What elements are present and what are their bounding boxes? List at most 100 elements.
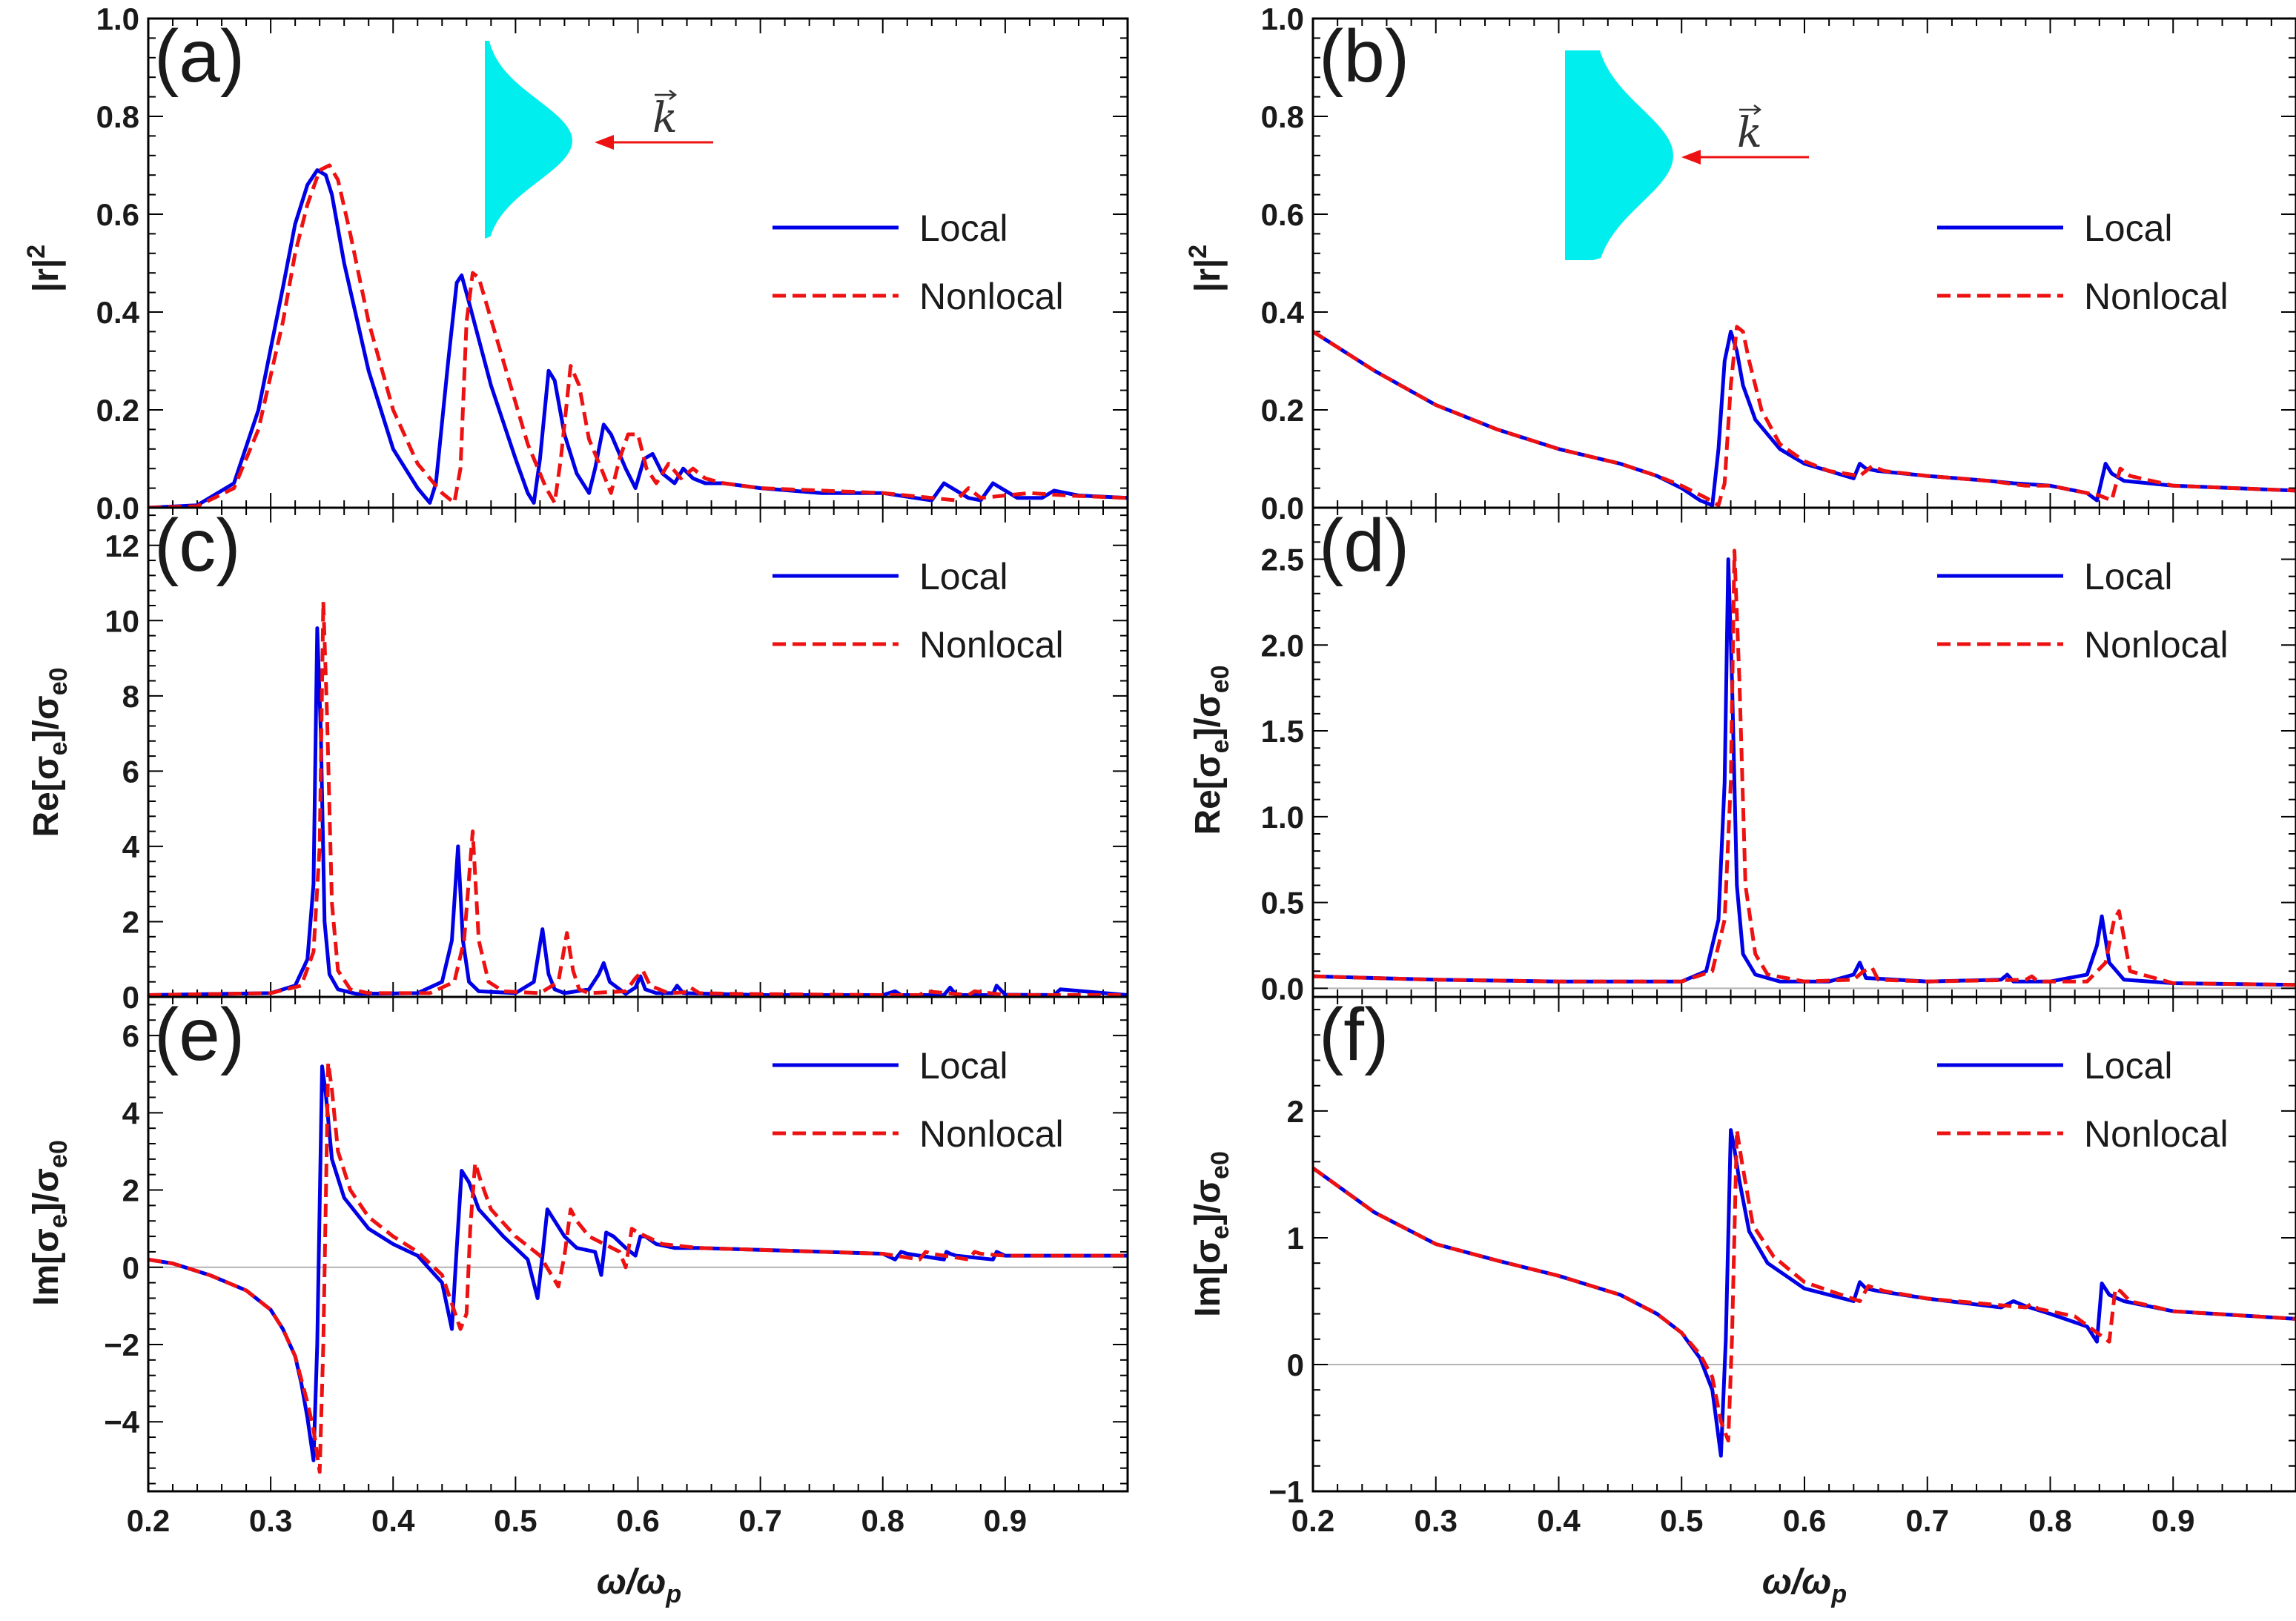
y-tick-label: 0.6 [1261, 197, 1304, 232]
text-part: e [1206, 739, 1234, 753]
y-tick-label: 1.0 [1261, 1, 1304, 36]
y-tick-label: 0.0 [1261, 971, 1304, 1006]
legend: Local Nonlocal [772, 1045, 1064, 1155]
series-nonlocal-line [1313, 325, 2296, 508]
text-part: e [1206, 1225, 1234, 1239]
x-tick-label: 0.5 [1660, 1503, 1703, 1538]
y-tick-label: 0.4 [1261, 295, 1305, 330]
y-tick-label: 4 [122, 829, 140, 864]
y-tick-label: −1 [1268, 1474, 1304, 1509]
legend-label-nonlocal: Nonlocal [919, 1113, 1064, 1155]
legend-label-local: Local [919, 556, 1008, 597]
ticks: −1 0 1 2 0.2 0.3 0.4 0.5 0.6 0.7 0.8 0.9 [1268, 997, 2296, 1538]
x-tick-label: 0.3 [249, 1503, 292, 1538]
y-tick-label: 0.0 [1261, 491, 1304, 526]
x-tick-label: 0.7 [1906, 1503, 1949, 1538]
y-tick-label: −4 [104, 1405, 140, 1439]
series-nonlocal-line [1313, 1128, 2296, 1443]
panel-label: (a) [154, 15, 245, 98]
series-nonlocal-line [148, 163, 1128, 508]
legend-label-nonlocal: Nonlocal [2084, 276, 2229, 317]
text-part: Re[σ [27, 755, 66, 837]
y-axis-title: |r|2 [22, 245, 66, 292]
panel-label: (c) [154, 504, 241, 587]
panel-f: −1 0 1 2 0.2 0.3 0.4 0.5 0.6 0.7 0.8 0.9 (f) Local Non… [1188, 993, 2296, 1538]
y-tick-label: 12 [105, 528, 139, 563]
y-tick-label: −2 [104, 1327, 139, 1362]
y-tick-label: 2.0 [1261, 628, 1304, 663]
text-part: ]/σ [1188, 1179, 1228, 1225]
y-tick-label: 10 [105, 603, 139, 638]
vector-arrow-icon [655, 90, 678, 100]
text-part: e0 [1206, 1151, 1234, 1179]
ticks: −4 −2 0 2 4 6 0.2 0.3 0.4 0.5 0.6 0.7 0.8 0.9 [104, 997, 1128, 1538]
series-group [148, 163, 1128, 508]
plot-frame [1311, 995, 2296, 1493]
x-tick-label: 0.8 [2028, 1503, 2071, 1538]
series-local-line [148, 626, 1128, 997]
legend-label-local: Local [2084, 556, 2173, 597]
series-group [148, 1061, 1128, 1474]
pulse-base-b [1565, 50, 1593, 260]
series-group [1313, 1128, 2296, 1458]
legend: Local Nonlocal [1937, 208, 2229, 317]
legend: Local Nonlocal [772, 208, 1064, 317]
x-tick-label: 0.7 [738, 1503, 781, 1538]
y-tick-label: 1 [1287, 1221, 1304, 1256]
wave-vector-label-b: k [1737, 109, 1762, 157]
wave-vector-arrow-b [1681, 150, 1809, 165]
y-tick-label: 1.0 [1261, 800, 1304, 835]
y-tick-label: 2 [122, 904, 139, 939]
y-axis-title: Im[σe]/σe0 [27, 1140, 73, 1306]
x-tick-label: 0.2 [127, 1503, 170, 1538]
panel-c: 0 2 4 6 8 10 12 (c) Local Nonlocal Re[σe]/σe0 [27, 504, 1129, 1015]
y-tick-label: 0.8 [96, 99, 139, 134]
x-tick-label: 0.4 [371, 1503, 415, 1538]
legend-label-nonlocal: Nonlocal [919, 624, 1064, 666]
legend-label-local: Local [2084, 208, 2173, 249]
x-tick-label: 0.6 [616, 1503, 659, 1538]
y-tick-label: 0 [122, 1250, 139, 1285]
y-tick-label: 0.2 [96, 393, 139, 428]
text-part: ]/σ [27, 695, 66, 741]
text-part: |r| [27, 259, 66, 293]
series-group [148, 600, 1128, 997]
panel-label: (e) [154, 993, 245, 1076]
y-tick-label: 0.4 [96, 295, 140, 330]
vector-arrow-icon [1739, 105, 1762, 115]
x-tick-label: 0.5 [494, 1503, 537, 1538]
y-tick-label: 6 [122, 1018, 139, 1053]
series-nonlocal-line [148, 600, 1128, 997]
y-tick-label: 0 [122, 980, 139, 1015]
series-nonlocal-line [1313, 548, 2296, 987]
x-tick-label: 0.4 [1537, 1503, 1581, 1538]
wave-vector-label-a: k [652, 94, 678, 142]
panel-d: 0.0 0.5 1.0 1.5 2.0 2.5 (d) Local Nonlocal Re[σe]… [1188, 504, 2296, 1006]
panel-label: (d) [1319, 504, 1409, 587]
plot-frame [1311, 17, 2296, 509]
pulse-shape-a [485, 41, 572, 239]
legend-label-local: Local [2084, 1045, 2173, 1087]
text-part: e [44, 741, 73, 755]
legend-label-nonlocal: Nonlocal [2084, 1113, 2229, 1155]
y-tick-label: 2 [1287, 1094, 1304, 1129]
plot-frame [147, 995, 1129, 1493]
ticks: 0.0 0.2 0.4 0.6 0.8 1.0 [96, 1, 1128, 526]
series-group [1313, 325, 2296, 508]
panel-label: (f) [1319, 993, 1389, 1076]
y-tick-label: 0 [1287, 1347, 1304, 1382]
series-local-line [1313, 557, 2296, 987]
y-tick-label: 6 [122, 754, 139, 789]
y-tick-label: 0.8 [1261, 99, 1304, 134]
y-axis-title: |r|2 [1184, 245, 1228, 292]
y-tick-label: 0.6 [96, 197, 139, 232]
y-tick-label: 0.5 [1261, 886, 1304, 921]
y-tick-label: 8 [122, 679, 139, 714]
y-tick-label: 1.5 [1261, 714, 1304, 749]
legend-label-nonlocal: Nonlocal [919, 276, 1064, 317]
text-part: Im[σ [1188, 1239, 1228, 1317]
text-part: ]/σ [1188, 693, 1228, 739]
x-axis-title-left: ω/ωp [597, 1562, 681, 1608]
series-local-line [148, 1064, 1128, 1462]
